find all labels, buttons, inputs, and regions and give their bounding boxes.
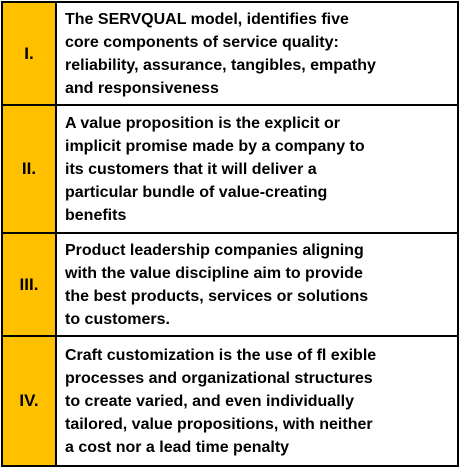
text-line: with the value discipline aim to provide: [65, 264, 363, 282]
text-line: reliability, assurance, tangibles, empat…: [65, 56, 376, 74]
row-text: A value proposition is the explicit or im…: [55, 104, 459, 234]
text-line: The SERVQUAL model, identifies five: [65, 10, 349, 28]
table-row: IV. Craft customization is the use of fl …: [1, 335, 459, 467]
text-line: the best products, services or solutions: [65, 287, 369, 305]
row-text: The SERVQUAL model, identifies five core …: [55, 1, 459, 106]
text-line: processes and organizational structures: [65, 369, 373, 387]
text-line: Product leadership companies aligning: [65, 241, 364, 259]
text-line: benefits: [65, 206, 127, 224]
text-line: and responsiveness: [65, 79, 219, 97]
row-text: Craft customization is the use of fl exi…: [55, 335, 459, 467]
text-line: to customers.: [65, 310, 170, 328]
table-row: I. The SERVQUAL model, identifies five cor…: [1, 1, 459, 106]
table-row: II. A value proposition is the explicit o…: [1, 104, 459, 234]
text-line: core components of service quality:: [65, 33, 339, 51]
text-line: Craft customization is the use of fl exi…: [65, 346, 377, 364]
row-numeral: IV.: [1, 335, 57, 467]
table-row: III. Product leadership companies alignin…: [1, 232, 459, 337]
text-line: to create varied, and even individually: [65, 392, 354, 410]
text-line: particular bundle of value-creating: [65, 183, 328, 201]
text-line: its customers that it will deliver a: [65, 160, 317, 178]
row-numeral: III.: [1, 232, 57, 337]
row-numeral: I.: [1, 1, 57, 106]
text-line: tailored, value propositions, with neith…: [65, 415, 373, 433]
text-line: a cost nor a lead time penalty: [65, 438, 290, 456]
row-numeral: II.: [1, 104, 57, 234]
text-line: implicit promise made by a company to: [65, 137, 365, 155]
row-text: Product leadership companies aligning wit…: [55, 232, 459, 337]
text-line: A value proposition is the explicit or: [65, 114, 341, 132]
